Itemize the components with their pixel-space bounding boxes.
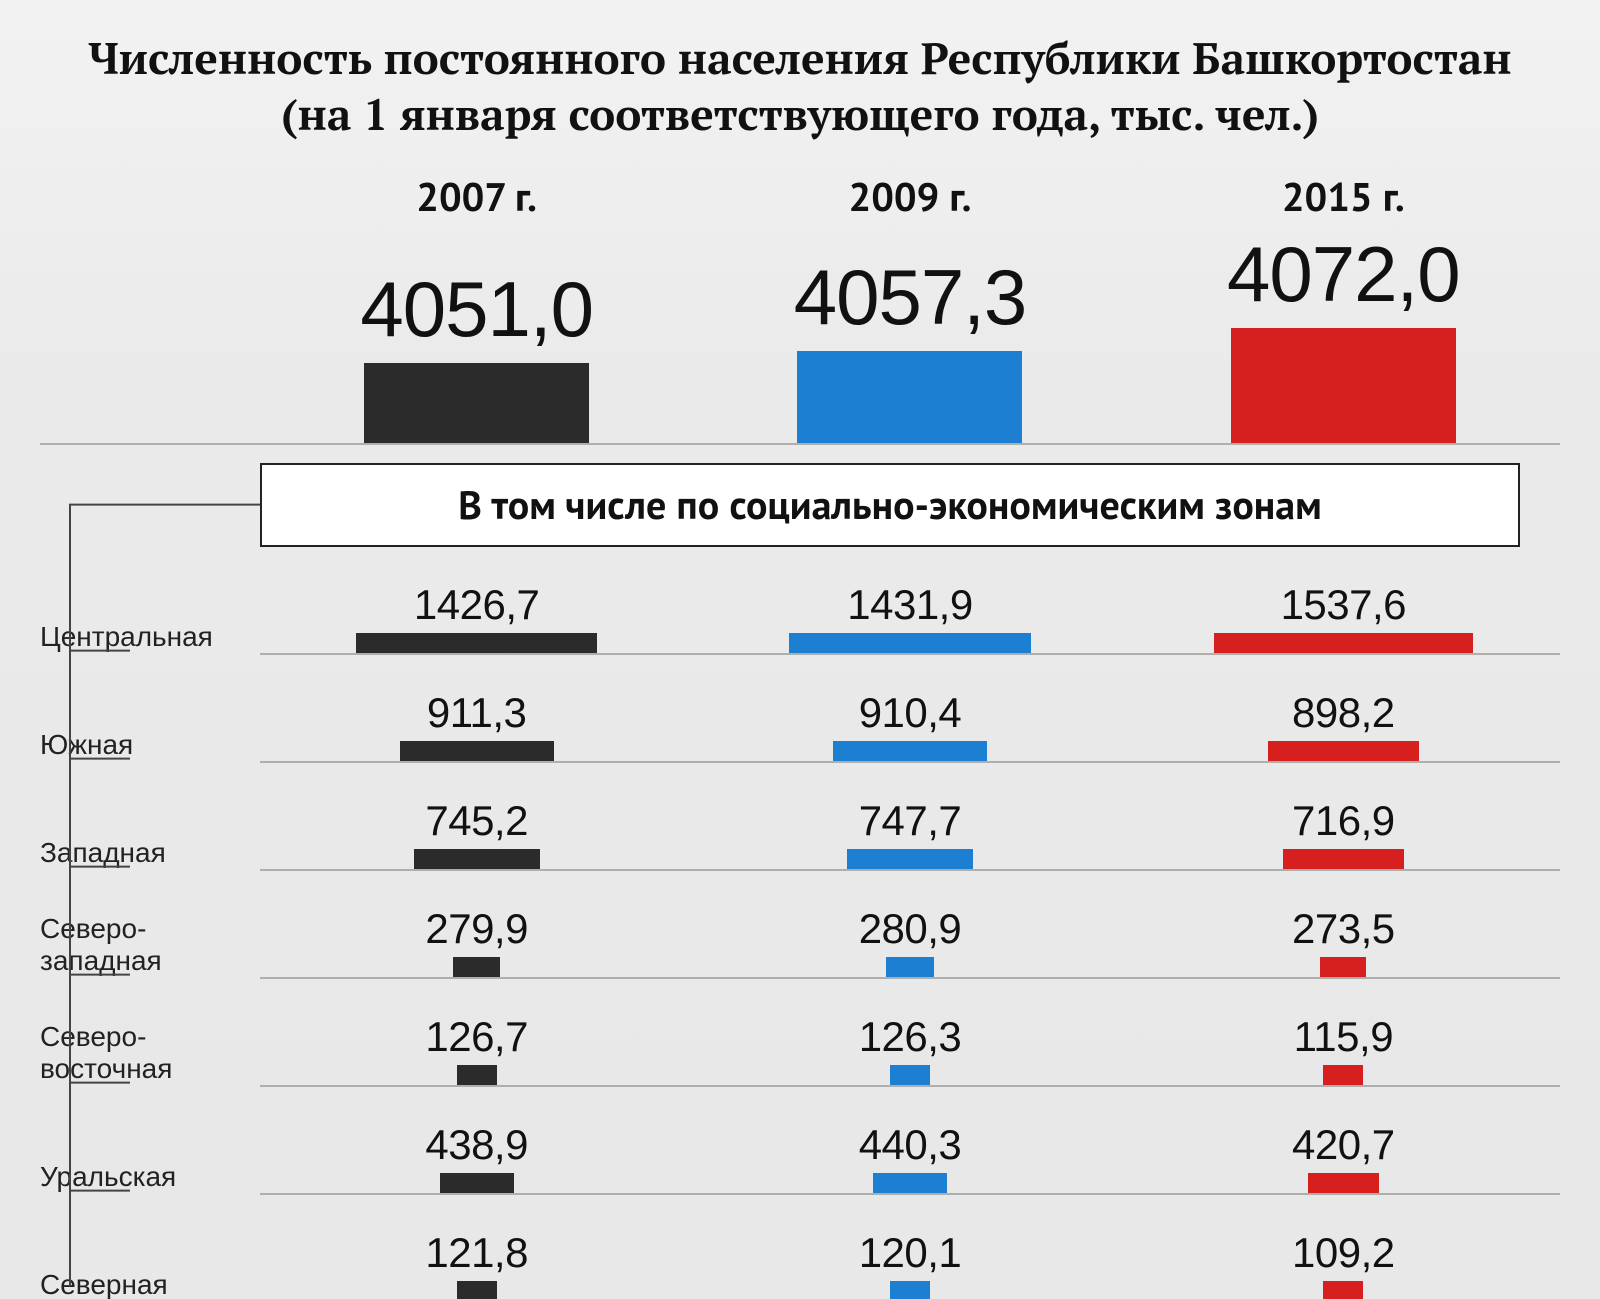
zone-value: 910,4 [859,689,962,737]
zone-row: Центральная 1426,7 1431,9 1537,6 [40,547,1560,655]
zone-value: 279,9 [425,905,528,953]
zone-cell: 126,7 [260,1013,693,1087]
zone-cell: 279,9 [260,905,693,979]
zone-bar [873,1173,947,1193]
zone-row: Северная 121,8 120,1 109,2 [40,1195,1560,1299]
zone-value: 911,3 [427,689,527,737]
zone-value: 1426,7 [414,581,539,629]
zone-value: 115,9 [1294,1013,1394,1061]
zone-bar [440,1173,514,1193]
zone-bar [1283,849,1404,869]
zone-bar [457,1281,497,1299]
zone-value: 438,9 [425,1121,528,1169]
label-col-spacer [40,171,260,223]
year-2015: 2015 г. [1282,171,1405,223]
zone-label: Северная [40,1269,260,1299]
zone-value: 1537,6 [1281,581,1406,629]
zone-cell: 898,2 [1127,689,1560,763]
total-bar-2007 [364,363,589,443]
zone-bar [1308,1173,1379,1193]
total-value-2009: 4057,3 [794,252,1027,343]
zone-cell: 910,4 [693,689,1126,763]
zone-row: Северо-западная 279,9 280,9 273,5 [40,871,1560,979]
zone-label: Южная [40,729,260,763]
zone-cell: 1431,9 [693,581,1126,655]
total-value-2007: 4051,0 [360,264,593,355]
zone-bar [890,1281,930,1299]
year-2009: 2009 г. [849,171,972,223]
zone-bar [789,633,1031,653]
zone-value: 440,3 [859,1121,962,1169]
zone-cell: 911,3 [260,689,693,763]
zone-label: Уральская [40,1161,260,1195]
title-line-2: (на 1 января соответствующего года, тыс.… [281,84,1319,143]
year-header-row: 2007 г. 2009 г. 2015 г. [40,171,1560,223]
infographic-root: Численность постоянного населения Респуб… [0,0,1600,1299]
zone-value: 1431,9 [847,581,972,629]
zone-value: 716,9 [1292,797,1395,845]
zone-value: 747,7 [859,797,962,845]
zone-cell: 126,3 [693,1013,1126,1087]
zone-value: 109,2 [1292,1229,1395,1277]
zone-value: 121,8 [425,1229,528,1277]
zone-bar [890,1065,930,1085]
zone-label: Центральная [40,621,260,655]
zone-value: 280,9 [859,905,962,953]
zone-cell: 716,9 [1127,797,1560,871]
zone-bar [1214,633,1473,653]
zone-bar [1323,1065,1363,1085]
zone-value: 126,3 [859,1013,962,1061]
zone-cell: 115,9 [1127,1013,1560,1087]
total-2015: 4072,0 [1127,229,1560,443]
totals-row: 4051,0 4057,3 4072,0 [40,229,1560,445]
zone-bar [833,741,987,761]
subheader: В том числе по социально-экономическим з… [260,463,1520,547]
zones-container: Центральная 1426,7 1431,9 1537,6 Южная 911,3 9… [40,547,1560,1299]
zone-cell: 420,7 [1127,1121,1560,1195]
zone-bar [414,849,540,869]
title-line-1: Численность постоянного населения Респуб… [88,28,1511,87]
zone-bar [886,957,933,977]
zone-cell: 440,3 [693,1121,1126,1195]
zone-cell: 745,2 [260,797,693,871]
zone-cell: 747,7 [693,797,1126,871]
zone-label: Северо-западная [40,913,260,979]
total-2009: 4057,3 [693,252,1126,443]
zone-cell: 1426,7 [260,581,693,655]
zone-value: 126,7 [425,1013,528,1061]
zone-row: Южная 911,3 910,4 898,2 [40,655,1560,763]
zone-value: 273,5 [1292,905,1395,953]
zone-cell: 438,9 [260,1121,693,1195]
zone-cell: 109,2 [1127,1229,1560,1299]
zone-value: 420,7 [1292,1121,1395,1169]
zone-bar [457,1065,497,1085]
zone-value: 120,1 [859,1229,962,1277]
zone-row: Уральская 438,9 440,3 420,7 [40,1087,1560,1195]
total-2007: 4051,0 [260,264,693,443]
zone-row: Северо-восточная 126,7 126,3 115,9 [40,979,1560,1087]
zone-bar [400,741,554,761]
zone-label: Западная [40,837,260,871]
zone-cell: 121,8 [260,1229,693,1299]
zone-cell: 273,5 [1127,905,1560,979]
zone-bar [453,957,500,977]
zone-bar [1320,957,1366,977]
zone-bar [1323,1281,1363,1299]
zone-label: Северо-восточная [40,1021,260,1087]
zone-bar [847,849,973,869]
total-value-2015: 4072,0 [1227,229,1460,320]
zone-cell: 1537,6 [1127,581,1560,655]
zone-value: 898,2 [1292,689,1395,737]
zone-cell: 280,9 [693,905,1126,979]
total-bar-2009 [797,351,1022,443]
zone-row: Западная 745,2 747,7 716,9 [40,763,1560,871]
zone-bar [356,633,597,653]
zone-value: 745,2 [425,797,528,845]
zone-bar [1268,741,1420,761]
year-2007: 2007 г. [416,171,537,223]
page-title: Численность постоянного населения Респуб… [40,30,1560,143]
total-bar-2015 [1231,328,1456,443]
zone-cell: 120,1 [693,1229,1126,1299]
